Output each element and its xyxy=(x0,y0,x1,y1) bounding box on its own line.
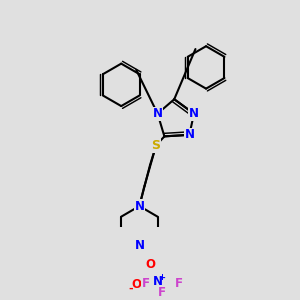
Text: N: N xyxy=(184,128,194,141)
Text: +: + xyxy=(158,273,165,282)
Text: O: O xyxy=(132,278,142,291)
Text: F: F xyxy=(142,277,149,290)
Text: N: N xyxy=(134,239,144,252)
Text: N: N xyxy=(153,274,163,288)
Text: N: N xyxy=(153,107,163,120)
Text: F: F xyxy=(158,286,166,299)
Text: N: N xyxy=(134,200,144,213)
Text: -: - xyxy=(128,284,133,294)
Text: S: S xyxy=(152,139,160,152)
Text: N: N xyxy=(189,107,199,120)
Text: N: N xyxy=(134,200,144,213)
Text: O: O xyxy=(145,258,155,271)
Text: F: F xyxy=(175,277,183,290)
